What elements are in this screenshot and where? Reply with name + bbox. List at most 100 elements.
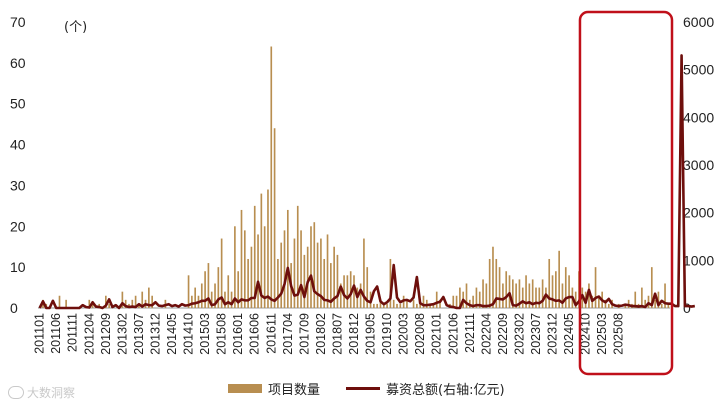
bar: [359, 283, 362, 308]
bar: [263, 226, 266, 308]
bar: [561, 283, 564, 308]
bar: [65, 299, 67, 308]
bar: [399, 303, 402, 308]
x-tick-label: 202302: [512, 313, 526, 355]
bar: [91, 303, 94, 308]
watermark-text: 大数洞察: [27, 386, 76, 400]
bar: [240, 209, 243, 308]
legend-swatch-line: [346, 387, 381, 390]
bar: [518, 279, 521, 308]
x-tick-label: 201910: [380, 313, 394, 355]
y-right-tick-label: 1000: [683, 252, 714, 268]
watermark-logo-icon: [8, 386, 24, 399]
x-tick-label: 202209: [496, 313, 510, 355]
bar: [313, 222, 316, 308]
bar: [227, 275, 230, 308]
x-tick-label: 202503: [595, 313, 609, 355]
bar: [217, 267, 220, 308]
bar: [455, 295, 458, 308]
legend-item-bar: 项目数量: [228, 379, 320, 398]
x-tick-label: 201601: [231, 313, 245, 355]
bar: [250, 246, 253, 308]
bar: [333, 246, 335, 308]
x-tick-label: 202106: [446, 313, 460, 355]
bar: [465, 283, 468, 308]
bar: [660, 303, 663, 308]
bar: [224, 291, 226, 308]
bar: [148, 287, 150, 308]
bar: [300, 230, 302, 308]
bar: [330, 263, 332, 308]
y-left-tick-label: 0: [10, 300, 18, 316]
bar: [439, 299, 441, 308]
bar: [204, 271, 206, 308]
x-tick-label: 201111: [66, 313, 80, 352]
y-left-tick-label: 10: [10, 259, 26, 275]
x-tick-label: 201905: [364, 313, 378, 355]
bar: [555, 271, 557, 308]
bar: [525, 275, 527, 308]
bar: [323, 258, 326, 308]
x-tick-label: 202307: [529, 313, 543, 355]
x-tick-label: 201508: [215, 313, 229, 355]
y-right-tick-label: 3000: [683, 157, 714, 173]
bar: [531, 279, 534, 308]
bar: [194, 287, 196, 308]
x-tick-label: 202008: [413, 313, 427, 355]
bar: [588, 283, 590, 308]
bar: [634, 291, 637, 308]
bar: [379, 299, 382, 308]
x-tick-label: 201410: [182, 313, 196, 355]
bar: [502, 283, 504, 308]
y-right-tick-label: 5000: [683, 62, 714, 78]
bar: [253, 205, 256, 308]
x-tick-label: 201101: [33, 313, 47, 354]
bar: [303, 254, 306, 308]
bar: [267, 189, 269, 308]
bar: [521, 287, 524, 308]
bar: [124, 299, 127, 308]
y-left-tick-label: 60: [10, 55, 26, 71]
legend: 项目数量 募资总额(右轴:亿元): [228, 379, 531, 398]
bar: [346, 275, 349, 308]
bar: [200, 283, 203, 308]
x-tick-label: 201807: [330, 313, 344, 355]
bar: [141, 291, 144, 308]
bar: [187, 275, 190, 308]
bar: [247, 258, 249, 308]
bar: [478, 291, 481, 308]
x-tick-label: 202111: [463, 313, 477, 353]
bar: [650, 267, 653, 308]
x-tick-label: 202003: [397, 313, 411, 355]
bar: [386, 303, 388, 308]
bar: [105, 295, 107, 308]
y-right-tick-label: 6000: [683, 14, 714, 30]
bar: [392, 299, 395, 308]
axes: 0 10 20 30 40 50 60 70 0 1000 2000 3000 4000 5000 6000: [10, 14, 714, 316]
y-right-tick-label: 0: [683, 300, 691, 316]
bar: [151, 295, 153, 308]
bar: [260, 193, 263, 308]
left-axis-unit: (个): [64, 20, 87, 35]
bar: [257, 234, 259, 308]
x-tick-label: 201302: [115, 313, 129, 355]
bar: [277, 258, 279, 308]
bar: [594, 267, 597, 308]
highlight-box: [578, 10, 674, 376]
bar: [412, 299, 415, 308]
bar: [654, 299, 656, 308]
bar: [452, 295, 455, 308]
bar: [310, 226, 312, 308]
bar: [336, 254, 339, 308]
bar: [230, 291, 233, 308]
bar: [498, 267, 501, 308]
bar: [121, 291, 124, 308]
bar: [214, 283, 216, 308]
bar: [508, 275, 511, 308]
bar: [492, 246, 494, 308]
bar: [488, 258, 491, 308]
x-tick-label: 201209: [99, 313, 113, 355]
bar: [293, 238, 296, 308]
bar: [422, 295, 425, 308]
bar: [528, 283, 531, 308]
